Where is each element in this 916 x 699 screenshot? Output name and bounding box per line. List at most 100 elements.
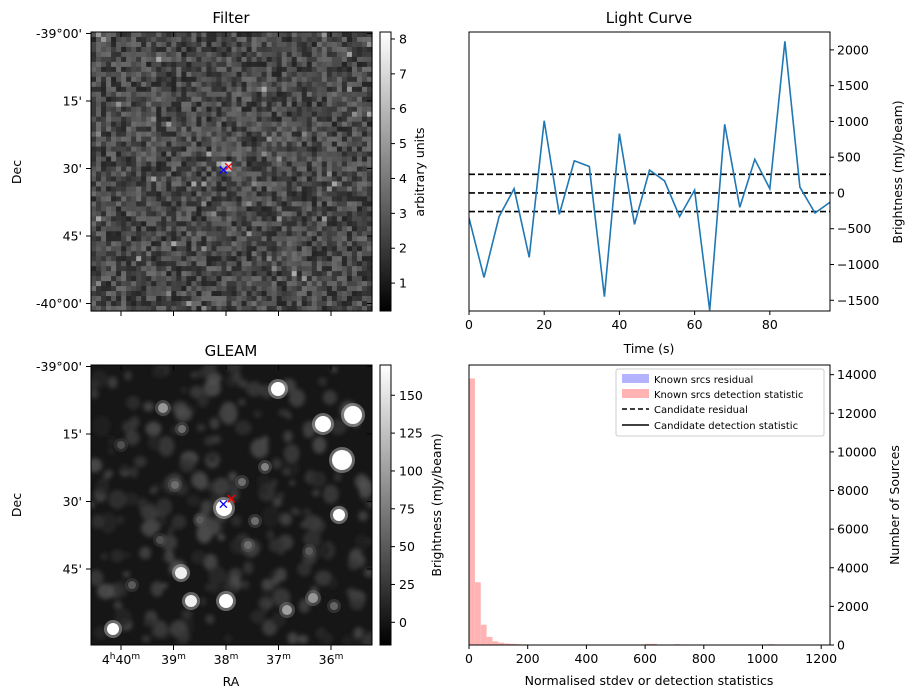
filter-pixel [96, 76, 102, 83]
filter-pixel [91, 71, 97, 78]
filter-pixel [121, 226, 127, 232]
filter-pixel [256, 56, 263, 63]
filter-pixel [106, 51, 112, 58]
filter-pixel [321, 111, 328, 118]
filter-pixel [136, 291, 142, 297]
filter-pixel [106, 41, 112, 48]
filter-pixel [336, 256, 343, 262]
filter-pixel [171, 166, 177, 173]
filter-pixel [151, 306, 157, 312]
gleam-noise-blob [140, 505, 158, 521]
filter-pixel [156, 261, 162, 267]
filter-pixel [161, 32, 167, 38]
filter-pixel [276, 36, 283, 43]
filter-pixel [231, 156, 238, 163]
filter-pixel [161, 266, 167, 272]
filter-pixel [161, 76, 167, 83]
gleam-noise-blob [139, 546, 152, 560]
filter-pixel [276, 206, 283, 212]
filter-pixel [346, 156, 353, 163]
filter-pixel [191, 96, 197, 103]
filter-pixel [131, 246, 137, 252]
filter-pixel [211, 196, 218, 202]
filter-pixel [146, 296, 152, 302]
filter-pixel [136, 136, 142, 143]
filter-pixel [101, 281, 107, 287]
filter-pixel [196, 286, 202, 292]
filter-pixel [341, 276, 348, 282]
filter-pixel [201, 81, 208, 88]
filter-pixel [241, 51, 248, 58]
gleam-noise-blob [237, 379, 248, 389]
filter-pixel [241, 191, 248, 198]
filter-pixel [101, 116, 107, 123]
filter-pixel [341, 196, 348, 202]
filter-pixel [231, 111, 238, 118]
filter-pixel [321, 231, 328, 237]
filter-pixel [251, 241, 258, 247]
filter-pixel [261, 66, 268, 73]
filter-pixel [321, 61, 328, 68]
dec-tick-label: -40°00' [36, 296, 82, 311]
filter-pixel [206, 211, 213, 217]
filter-pixel [156, 186, 162, 193]
filter-pixel [281, 156, 288, 163]
colorbar-tick-label: 1 [399, 276, 407, 291]
filter-pixel [141, 266, 147, 272]
filter-pixel [346, 51, 353, 58]
filter-pixel [321, 41, 328, 48]
filter-pixel [256, 231, 263, 237]
filter-pixel [351, 211, 358, 217]
filter-pixel [141, 141, 147, 148]
filter-pixel [161, 151, 167, 158]
filter-pixel [206, 236, 213, 242]
filter-pixel [206, 126, 213, 133]
filter-pixel [316, 286, 323, 292]
filter-pixel [311, 256, 318, 262]
filter-pixel [351, 36, 358, 43]
filter-pixel [281, 291, 288, 297]
filter-pixel [251, 191, 258, 198]
filter-pixel [246, 161, 253, 168]
filter-pixel [181, 71, 187, 78]
filter-pixel [301, 191, 308, 198]
filter-pixel [331, 271, 338, 277]
filter-pixel [311, 106, 318, 113]
filter-pixel [181, 231, 187, 237]
filter-pixel [306, 131, 313, 138]
filter-pixel [226, 191, 233, 198]
filter-pixel [316, 271, 323, 277]
filter-pixel [146, 36, 152, 43]
filter-pixel [206, 61, 213, 68]
filter-pixel [241, 131, 248, 138]
filter-pixel [111, 91, 117, 98]
filter-pixel [211, 226, 218, 232]
filter-pixel [306, 116, 313, 123]
filter-pixel [236, 296, 243, 302]
filter-pixel [306, 266, 313, 272]
filter-pixel [216, 51, 223, 58]
filter-pixel [301, 221, 308, 227]
filter-pixel [226, 276, 233, 282]
filter-pixel [326, 121, 333, 128]
filter-pixel [251, 296, 258, 302]
filter-pixel [346, 221, 353, 227]
filter-pixel [196, 266, 202, 272]
filter-pixel [296, 61, 303, 68]
colorbar-tick-label: 2 [399, 241, 407, 256]
filter-pixel [186, 276, 192, 282]
filter-pixel [261, 301, 268, 307]
filter-pixel [156, 301, 162, 307]
ra-minutes: 39 [161, 652, 177, 667]
gleam-noise-blob [103, 470, 114, 478]
filter-pixel [101, 32, 107, 38]
filter-pixel [136, 216, 142, 222]
filter-pixel [281, 201, 288, 207]
filter-pixel [146, 166, 152, 173]
filter-pixel [271, 226, 278, 232]
light-curve-ylabel: Brightness (mJy/beam) [890, 100, 905, 243]
filter-pixel [256, 206, 263, 212]
filter-pixel [316, 246, 323, 252]
filter-pixel [336, 291, 343, 297]
filter-pixel [176, 176, 182, 183]
